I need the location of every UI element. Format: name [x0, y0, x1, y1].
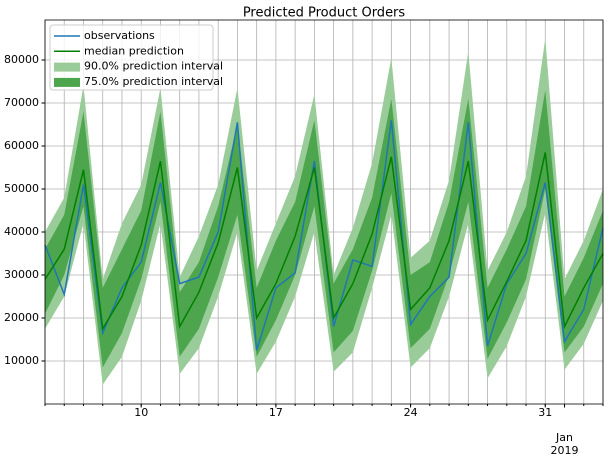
- x-tick-label: 24: [404, 406, 418, 419]
- legend-swatch: [54, 62, 80, 72]
- y-tick-label: 10000: [4, 354, 39, 367]
- y-tick-label: 80000: [4, 53, 39, 66]
- series-line: [44, 152, 604, 332]
- y-tick-label: 20000: [4, 311, 39, 324]
- plot-frame: [44, 19, 604, 405]
- y-tick-label: 50000: [4, 182, 39, 195]
- legend-label: 75.0% prediction interval: [84, 75, 223, 88]
- x-tick-label: 31: [538, 406, 552, 419]
- chart-title: Predicted Product Orders: [243, 6, 406, 21]
- y-tick-label: 30000: [4, 268, 39, 281]
- y-tick-label: 70000: [4, 96, 39, 109]
- legend-box: [49, 24, 214, 91]
- x-tick-label: Jan 2019: [551, 431, 579, 457]
- legend-swatch: [54, 77, 80, 87]
- legend-label: observations: [84, 29, 155, 42]
- y-tick-label: 40000: [4, 225, 39, 238]
- y-tick-label: 60000: [4, 139, 39, 152]
- legend-label: 90.0% prediction interval: [84, 60, 223, 73]
- x-tick-label: 17: [269, 406, 283, 419]
- legend-label: median prediction: [84, 44, 184, 57]
- x-tick-label: 10: [134, 406, 148, 419]
